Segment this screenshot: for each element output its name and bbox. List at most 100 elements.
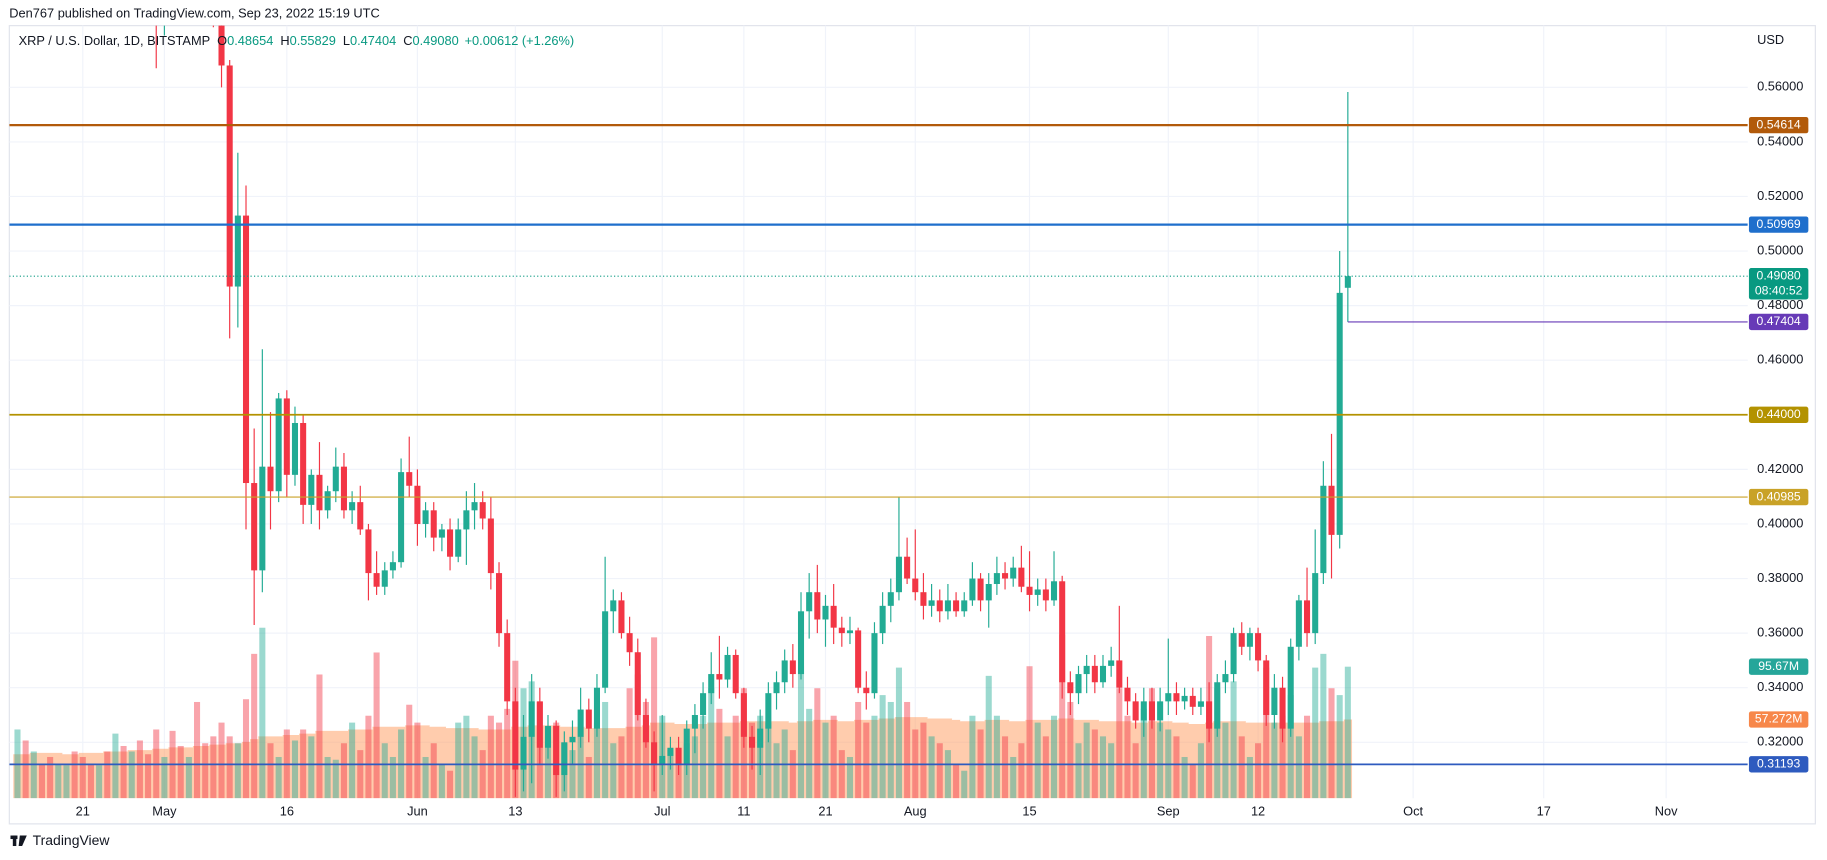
ohlc-key: L [343,33,350,48]
volume-bar [1173,736,1180,799]
candle-body [1312,573,1319,634]
x-tick-label: 12 [1251,804,1265,819]
volume-bar [1132,743,1139,799]
volume-bar [814,688,821,799]
x-tick-label: 13 [508,804,522,819]
symbol: XRP / U.S. Dollar, 1D, BITSTAMP [19,33,211,48]
candle-body [275,398,282,492]
axes: 0.32000 0.34000 0.36000 0.38000 0.40000 0.420… [76,79,1809,819]
volume-bar [773,743,780,799]
volume-bar [1059,634,1066,799]
ohlc-value: 0.47404 [350,33,396,48]
candle-body [985,584,992,601]
volume-bar [1034,722,1041,799]
volume-bar [406,704,413,799]
candle-body [830,605,837,628]
candle-body [757,728,764,748]
volume-bar [112,733,119,799]
volume-bar [1026,666,1033,799]
volume-bar [1271,722,1278,799]
volume-bar [732,715,739,799]
candle-body [389,562,396,571]
y-tick-label: 0.34000 [1757,679,1803,694]
candle-body [887,592,894,606]
change: +0.00612 (+1.26%) [465,33,575,48]
volume-bar [610,743,617,799]
candle-body [536,701,543,748]
volume-bar [463,715,470,799]
candle-body [1042,589,1049,601]
candle-body [659,755,666,765]
volume-bar [1222,722,1229,799]
candle-body [1189,695,1196,707]
chart-frame [8,25,1816,825]
candle-body [1108,660,1115,666]
volume-bar [985,675,992,799]
volume-bar [316,674,323,799]
ohlc-value: 0.55829 [290,33,336,48]
volume-bar [1255,743,1262,799]
candle-body [904,556,911,579]
candle-body [373,573,380,587]
candle-body [912,578,919,593]
ohlc-key: O [217,33,227,48]
volume-bar [218,722,225,799]
volume-bar [969,715,976,799]
volume-bar [381,743,388,799]
volume-bar [226,736,233,799]
candle-body [781,660,788,683]
volume-bar [234,743,241,799]
candle-body [283,398,290,475]
candle-body [308,474,315,505]
volume-bar [422,756,429,799]
candle-body [381,570,388,587]
candle-body [398,472,405,563]
candle-body [593,687,600,729]
volume-bar [79,756,86,799]
candle-body [651,742,658,765]
candle-body [724,654,731,680]
y-tick-label: 0.56000 [1757,79,1803,94]
volume-bar [895,667,902,799]
candle-body [740,693,747,737]
candle-body [732,654,739,694]
volume-tag: 95.67M [1758,659,1799,673]
candle-body [944,600,951,612]
candle-body [1287,646,1294,729]
volume-bar [324,756,331,799]
volume-bar [1116,688,1123,799]
volume-bar [471,736,478,799]
volume-bar [887,701,894,799]
volume-bar [1108,743,1115,799]
candle-body [1336,292,1343,535]
volume-bar [642,701,649,799]
volume-bar [495,722,503,799]
ohlc-key: C [403,33,412,48]
ohlc-key: H [280,33,289,48]
volume-bar [504,708,511,799]
candle-body [765,693,772,729]
y-tick-label: 0.36000 [1757,625,1803,640]
candle-body [846,630,854,634]
volume-bar [1328,688,1335,799]
candle-body [1034,589,1041,595]
candle-body [749,736,756,748]
candle-body [422,510,429,524]
volume-bar [944,750,951,799]
candle-body [634,652,641,716]
candle-body [806,592,813,612]
candle-body [993,573,1000,585]
candle-body [1271,687,1278,716]
candle-body [1026,586,1033,595]
volume-bar [104,751,111,799]
y-tick-label: 0.48000 [1757,297,1803,312]
candle-body [357,502,364,530]
volume-bar [1181,756,1188,799]
volume-bar [275,756,282,799]
volume-bar [161,756,168,799]
volume-tag: 57.272M [1755,712,1803,726]
candle-body [1214,682,1221,729]
level-tag-bg [1748,406,1809,423]
volume-bar [373,652,380,799]
